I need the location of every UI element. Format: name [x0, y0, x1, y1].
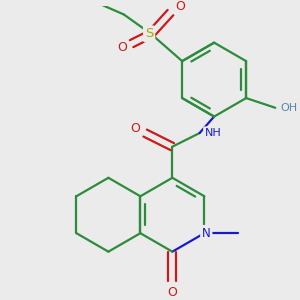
- Text: O: O: [130, 122, 140, 135]
- Text: NH: NH: [205, 128, 222, 138]
- Text: O: O: [175, 0, 185, 13]
- Text: N: N: [202, 227, 211, 240]
- Text: S: S: [145, 27, 153, 40]
- Text: O: O: [117, 41, 127, 54]
- Text: OH: OH: [280, 103, 298, 113]
- Text: O: O: [167, 286, 177, 299]
